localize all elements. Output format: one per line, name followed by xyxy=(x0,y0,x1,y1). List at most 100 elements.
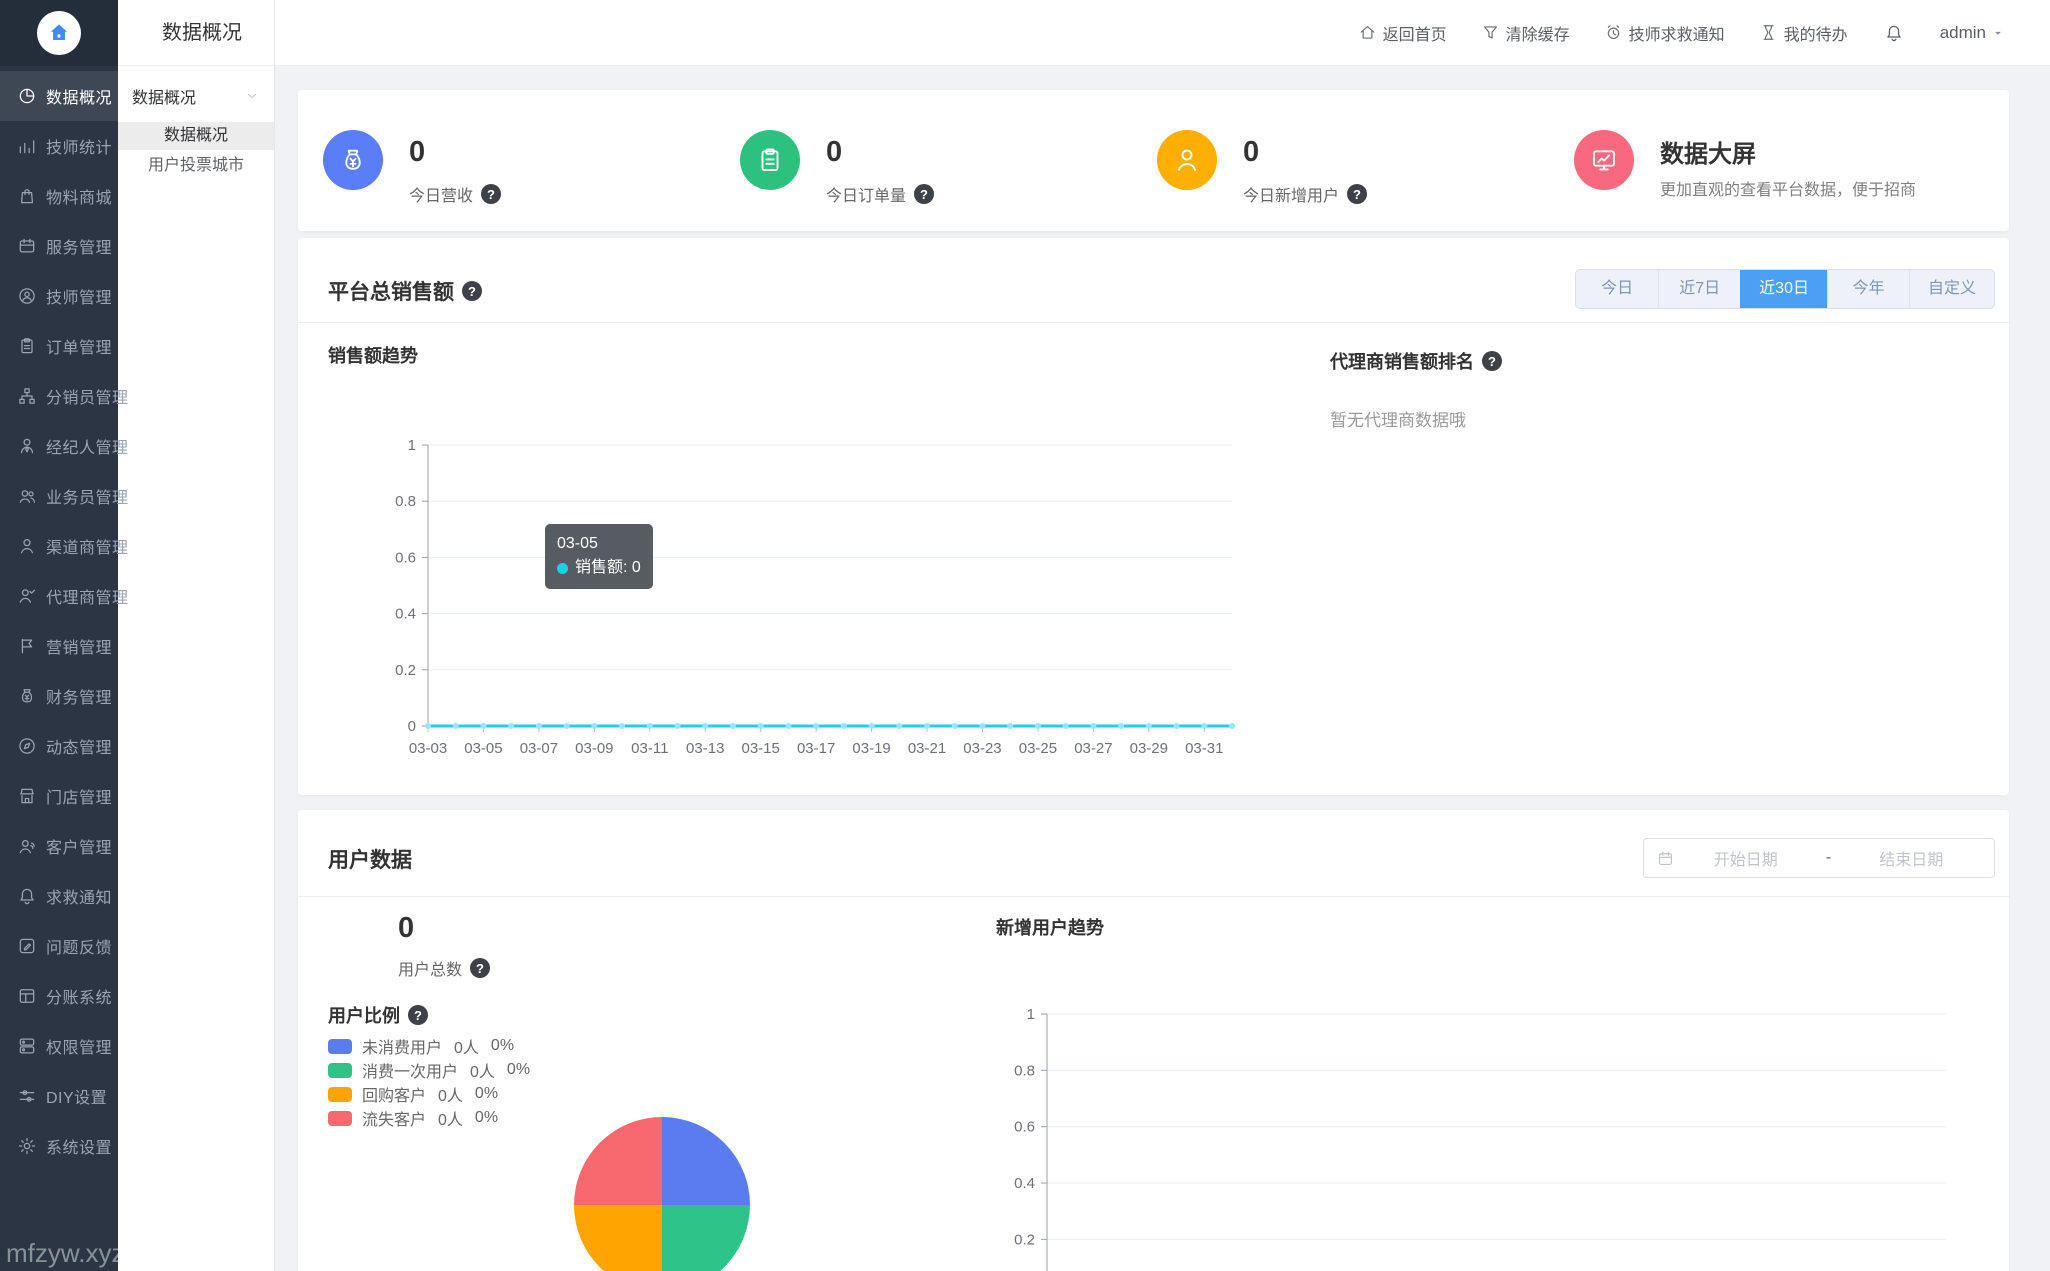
money-bag-icon xyxy=(338,145,368,175)
legend-swatch-icon xyxy=(328,1062,352,1078)
sidebar-item[interactable]: DIY设置 xyxy=(0,1071,118,1121)
svg-text:0.8: 0.8 xyxy=(1014,1062,1035,1079)
sidebar-item[interactable]: 技师管理 xyxy=(0,271,118,321)
sidebar-item[interactable]: 技师统计 xyxy=(0,121,118,171)
sidebar-item-label: 技师统计 xyxy=(46,140,113,157)
user-menu[interactable]: admin xyxy=(1940,23,2005,43)
sales-card-title: 平台总销售额 xyxy=(328,281,454,304)
help-icon[interactable]: ? xyxy=(1482,351,1502,371)
date-separator: - xyxy=(1825,849,1832,866)
clipboard-icon xyxy=(17,336,37,356)
sitemap-icon xyxy=(17,386,37,406)
sidebar-item-label: 营销管理 xyxy=(46,640,113,657)
sidebar-item[interactable]: 服务管理 xyxy=(0,221,118,271)
topbar-link[interactable]: 技师求救通知 xyxy=(1604,21,1725,45)
submenu-group-label: 数据概况 xyxy=(132,90,197,107)
sidebar-item[interactable]: 门店管理 xyxy=(0,771,118,821)
sidebar-item[interactable]: 订单管理 xyxy=(0,321,118,371)
sidebar-item[interactable]: 财务管理 xyxy=(0,671,118,721)
calendar-icon xyxy=(1656,849,1675,868)
svg-text:1: 1 xyxy=(408,437,416,454)
sidebar-item[interactable]: 客户管理 xyxy=(0,821,118,871)
person-icon xyxy=(340,926,366,952)
sidebar-item[interactable]: 代理商管理 xyxy=(0,571,128,621)
alarm-icon xyxy=(1604,23,1623,42)
help-icon[interactable]: ? xyxy=(1347,184,1368,204)
svg-text:03-19: 03-19 xyxy=(852,740,890,757)
topbar-link[interactable]: 我的待办 xyxy=(1759,21,1848,45)
agent-ranking-empty: 暂无代理商数据哦 xyxy=(1330,411,1466,430)
compass-icon xyxy=(17,736,37,756)
gear-icon xyxy=(17,1136,37,1156)
sidebar-item[interactable]: 经纪人管理 xyxy=(0,421,128,471)
sidebar-item[interactable]: 物料商城 xyxy=(0,171,118,221)
svg-text:03-09: 03-09 xyxy=(575,740,613,757)
submenu-item[interactable]: 数据概况 xyxy=(118,122,274,150)
help-icon[interactable]: ? xyxy=(914,184,935,204)
bigscreen-title: 数据大屏 xyxy=(1660,141,1756,168)
home-logo-icon xyxy=(46,20,72,46)
app-logo[interactable] xyxy=(0,0,118,66)
help-icon[interactable]: ? xyxy=(462,281,482,301)
tab-近7日[interactable]: 近7日 xyxy=(1658,270,1740,308)
stats-card: 0 今日营收? 0 今日订单量? 0 今日新增用户? 数据大屏 更加直观的查看平台数据，便… xyxy=(298,90,2009,231)
submenu-item[interactable]: 用户投票城市 xyxy=(147,157,244,174)
users-card: 用户数据 开始日期 - 结束日期 0 用户总数 ? 用户比例 ? 未消费用户 0人… xyxy=(298,810,2009,1271)
permission-icon xyxy=(17,1036,37,1056)
sales-card: 平台总销售额 ? 今日 近7日 近30日 今年 自定义 销售额趋势 0 0.2 0.4 0.6… xyxy=(298,238,2009,795)
sales-trend-title: 销售额趋势 xyxy=(328,346,418,366)
submenu-group-toggle[interactable]: 数据概况 xyxy=(118,76,274,116)
split-account-icon xyxy=(17,986,37,1006)
svg-text:0.2: 0.2 xyxy=(395,662,416,679)
sidebar-item[interactable]: 营销管理 xyxy=(0,621,118,671)
bigscreen-desc: 更加直观的查看平台数据，便于招商 xyxy=(1660,182,1917,199)
sidebar-item[interactable]: 数据概况 xyxy=(0,71,118,121)
sidebar-item[interactable]: 系统设置 xyxy=(0,1121,118,1171)
sidebar-item-label: 客户管理 xyxy=(46,840,113,857)
people-talk-icon xyxy=(17,836,37,856)
svg-text:03-03: 03-03 xyxy=(409,740,447,757)
primary-sidebar: 数据概况技师统计物料商城 服务管理 技师管理 订单管理 分销员管理 经纪人管理 业务员管理渠… xyxy=(0,0,128,1271)
help-icon[interactable]: ? xyxy=(408,1005,428,1025)
sidebar-item[interactable]: 业务员管理 xyxy=(0,471,128,521)
money-bag-icon xyxy=(17,686,37,706)
notification-bell-icon[interactable] xyxy=(1884,23,1904,43)
headset-person-icon xyxy=(17,286,37,306)
help-icon[interactable]: ? xyxy=(470,958,491,978)
legend-swatch-icon xyxy=(328,1086,352,1102)
legend-item: 未消费用户 0人 0% xyxy=(328,1034,530,1058)
sales-trend-chart: 0 0.2 0.4 0.6 0.8 1 03-03 03-05 03-07 03-09 03-11 0… xyxy=(395,437,1235,757)
users-card-title: 用户数据 xyxy=(328,849,412,872)
sliders-icon xyxy=(17,1086,37,1106)
sidebar-item[interactable]: 渠道商管理 xyxy=(0,521,128,571)
tab-今年[interactable]: 今年 xyxy=(1826,270,1909,308)
svg-text:0.8: 0.8 xyxy=(395,493,416,510)
svg-text:1: 1 xyxy=(1027,1006,1035,1023)
date-range-picker[interactable]: 开始日期 - 结束日期 xyxy=(1643,838,1995,878)
sidebar-item[interactable]: 权限管理 xyxy=(0,1021,118,1071)
svg-text:03-25: 03-25 xyxy=(1019,740,1057,757)
legend-swatch-icon xyxy=(328,1038,352,1054)
sidebar-item-label: 系统设置 xyxy=(46,1140,113,1157)
tab-近30日[interactable]: 近30日 xyxy=(1740,270,1827,308)
help-icon[interactable]: ? xyxy=(481,184,502,204)
sidebar-item[interactable]: 分账系统 xyxy=(0,971,118,1021)
sidebar-item[interactable]: 问题反馈 xyxy=(0,921,118,971)
tab-自定义[interactable]: 自定义 xyxy=(1908,270,1994,308)
funnel-icon xyxy=(1481,23,1500,42)
svg-text:03-15: 03-15 xyxy=(742,740,780,757)
username: admin xyxy=(1939,22,1986,42)
bar-chart-icon xyxy=(17,136,37,156)
svg-text:03-17: 03-17 xyxy=(797,740,835,757)
svg-text:03-29: 03-29 xyxy=(1130,740,1168,757)
user-total-label: 用户总数 ? xyxy=(398,956,491,980)
person-icon xyxy=(1172,145,1202,175)
topbar-link[interactable]: 清除缓存 xyxy=(1481,21,1570,45)
sidebar-item[interactable]: 求救通知 xyxy=(0,871,118,921)
topbar: 返回首页 清除缓存 技师求救通知 我的待办 admin xyxy=(275,0,2050,66)
sidebar-item[interactable]: 分销员管理 xyxy=(0,371,128,421)
sidebar-item[interactable]: 动态管理 xyxy=(0,721,118,771)
tab-今日[interactable]: 今日 xyxy=(1601,280,1634,297)
topbar-link[interactable]: 返回首页 xyxy=(1358,21,1447,45)
agent-ranking-title: 代理商销售额排名 ? xyxy=(1330,348,1502,374)
